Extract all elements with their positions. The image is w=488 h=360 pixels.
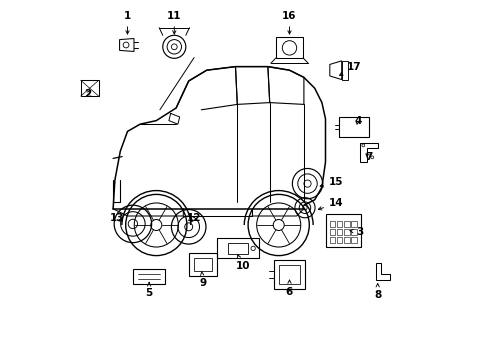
Text: 1: 1 [123, 11, 131, 34]
Text: 11: 11 [167, 11, 181, 34]
Text: 2: 2 [84, 89, 91, 99]
Text: 8: 8 [373, 284, 381, 300]
Text: 12: 12 [186, 213, 201, 223]
Text: 10: 10 [235, 255, 249, 271]
Text: 5: 5 [145, 283, 152, 298]
Text: 17: 17 [339, 62, 361, 76]
Text: 14: 14 [318, 198, 343, 210]
Text: 7: 7 [364, 152, 372, 162]
Text: 13: 13 [109, 213, 123, 223]
Text: 9: 9 [199, 272, 206, 288]
Text: 15: 15 [320, 177, 343, 187]
Text: 6: 6 [285, 280, 292, 297]
Text: 16: 16 [282, 11, 296, 34]
Text: 3: 3 [349, 227, 363, 237]
Text: 4: 4 [353, 116, 361, 126]
